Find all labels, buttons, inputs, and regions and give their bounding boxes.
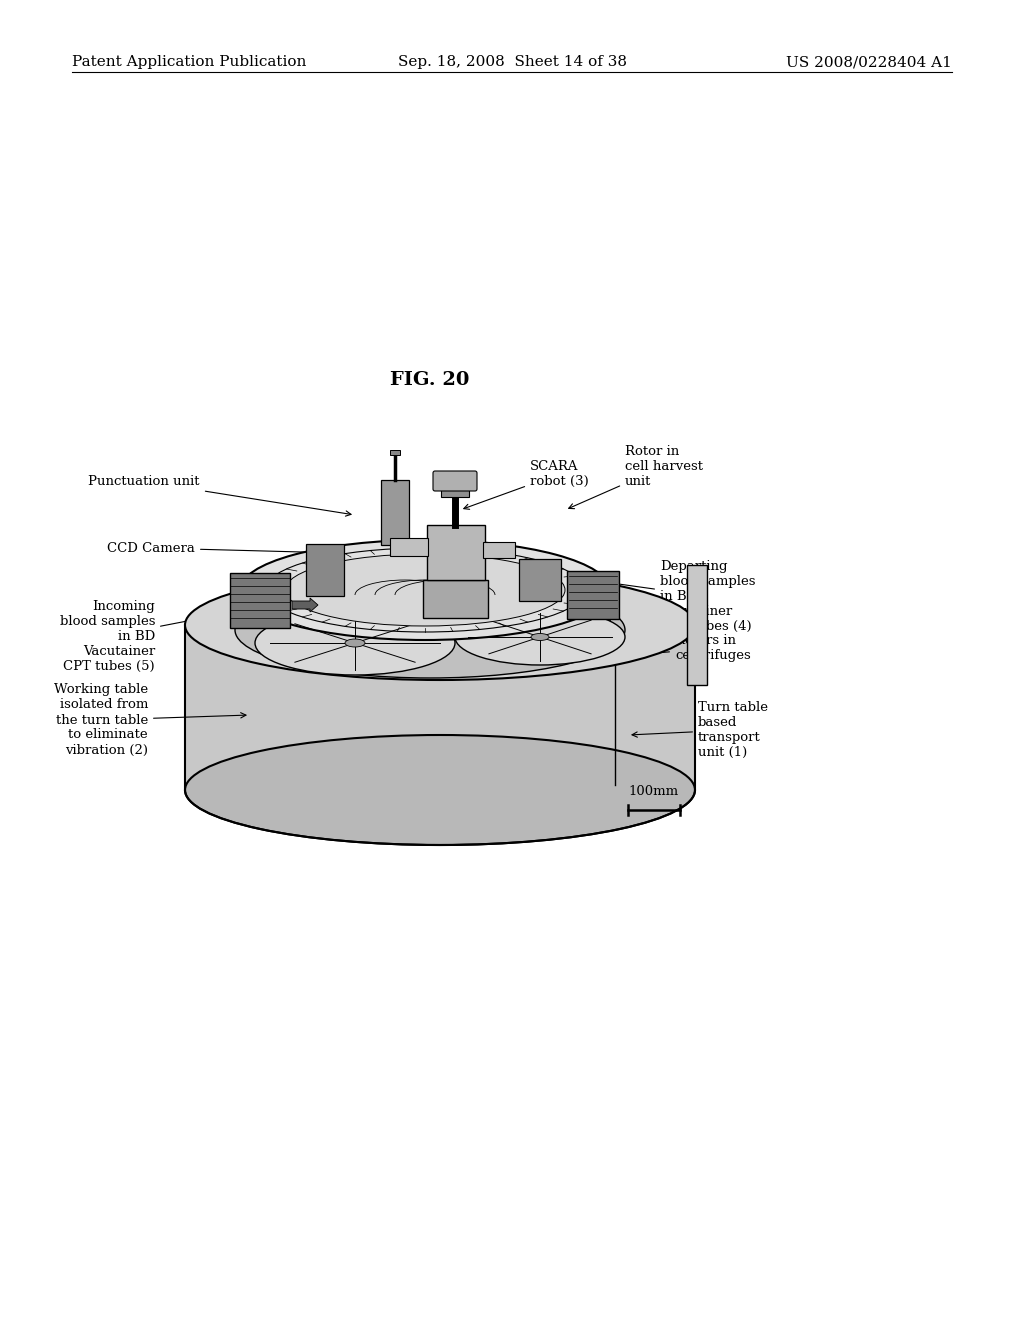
- FancyBboxPatch shape: [381, 480, 409, 545]
- FancyBboxPatch shape: [427, 525, 485, 579]
- Text: Sep. 18, 2008  Sheet 14 of 38: Sep. 18, 2008 Sheet 14 of 38: [397, 55, 627, 69]
- Text: Rotors in
centrifuges: Rotors in centrifuges: [604, 634, 751, 663]
- Ellipse shape: [531, 634, 549, 640]
- Polygon shape: [185, 624, 695, 789]
- Polygon shape: [240, 590, 610, 624]
- FancyBboxPatch shape: [519, 558, 561, 601]
- FancyBboxPatch shape: [687, 565, 707, 685]
- FancyBboxPatch shape: [483, 543, 515, 558]
- Text: Departing
blood samples
in BD
Vacutainer
CPT tubes (4): Departing blood samples in BD Vacutainer…: [594, 560, 756, 634]
- FancyBboxPatch shape: [306, 544, 344, 597]
- FancyBboxPatch shape: [423, 579, 488, 618]
- Ellipse shape: [255, 611, 455, 675]
- Text: Punctuation unit: Punctuation unit: [88, 475, 351, 516]
- Ellipse shape: [234, 582, 625, 678]
- FancyBboxPatch shape: [230, 573, 290, 627]
- FancyBboxPatch shape: [390, 450, 400, 455]
- Ellipse shape: [285, 554, 565, 626]
- Text: Working table
isolated from
the turn table
to eliminate
vibration (2): Working table isolated from the turn tab…: [54, 684, 246, 756]
- Ellipse shape: [185, 735, 695, 845]
- FancyArrow shape: [292, 598, 318, 612]
- Text: Rotor in
cell harvest
unit: Rotor in cell harvest unit: [568, 445, 703, 508]
- Ellipse shape: [455, 609, 625, 665]
- Text: US 2008/0228404 A1: US 2008/0228404 A1: [786, 55, 952, 69]
- Text: SCARA
robot (3): SCARA robot (3): [464, 459, 589, 510]
- Ellipse shape: [185, 570, 695, 680]
- FancyBboxPatch shape: [441, 487, 469, 498]
- Text: Turn table
based
transport
unit (1): Turn table based transport unit (1): [632, 701, 768, 759]
- FancyBboxPatch shape: [433, 471, 477, 491]
- FancyBboxPatch shape: [390, 539, 428, 556]
- Text: 100mm: 100mm: [629, 785, 679, 799]
- Text: FIG. 20: FIG. 20: [390, 371, 470, 389]
- Text: CCD Camera: CCD Camera: [108, 541, 336, 556]
- Text: Patent Application Publication: Patent Application Publication: [72, 55, 306, 69]
- FancyBboxPatch shape: [567, 572, 618, 619]
- Text: Incoming
blood samples
in BD
Vacutainer
CPT tubes (5): Incoming blood samples in BD Vacutainer …: [59, 601, 266, 673]
- Ellipse shape: [345, 639, 365, 647]
- Ellipse shape: [240, 540, 610, 640]
